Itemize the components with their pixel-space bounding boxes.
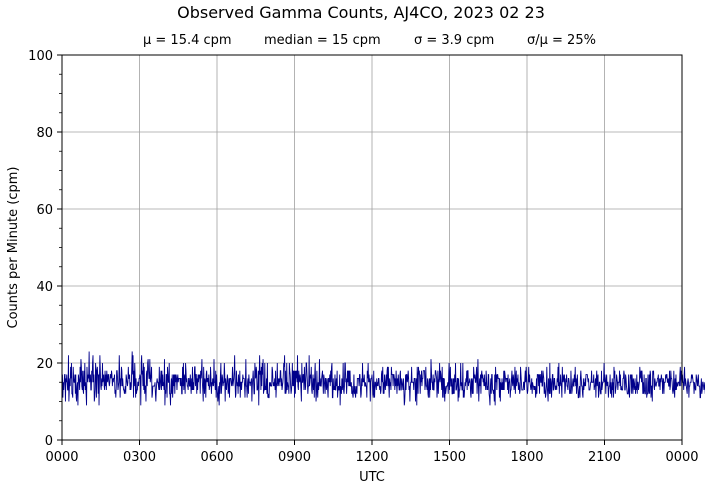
grid	[62, 55, 682, 440]
y-tick-label: 80	[36, 126, 53, 141]
y-tick-label: 20	[36, 357, 53, 372]
series-line	[61, 351, 705, 406]
chart-title: Observed Gamma Counts, AJ4CO, 2023 02 23	[177, 3, 545, 22]
x-tick-label: 1800	[510, 450, 543, 465]
x-tick-label: 0600	[200, 450, 233, 465]
x-tick-label: 0000	[45, 450, 78, 465]
stat-median: median = 15 cpm	[264, 33, 381, 48]
x-axis-label: UTC	[359, 470, 385, 485]
x-tick-label: 2100	[588, 450, 621, 465]
stat-mean: μ = 15.4 cpm	[143, 33, 232, 48]
x-tick-label: 0300	[123, 450, 156, 465]
y-tick-label: 100	[28, 49, 53, 64]
y-tick-label: 60	[36, 203, 53, 218]
stats-line: μ = 15.4 cpm median = 15 cpm σ = 3.9 cpm…	[143, 33, 596, 48]
y-tick-label: 0	[45, 434, 53, 449]
x-tick-label: 0900	[278, 450, 311, 465]
stat-sigma-ratio: σ/μ = 25%	[527, 33, 596, 48]
x-tick-label: 0000	[665, 450, 698, 465]
series-layer	[61, 351, 705, 406]
x-tick-label: 1500	[433, 450, 466, 465]
y-axis-label: Counts per Minute (cpm)	[6, 167, 21, 329]
y-tick-label: 40	[36, 280, 53, 295]
tick-layer: 0000 0300 0600 0900 1200 1500 1800 2100 00000204…	[28, 49, 698, 465]
stat-sigma: σ = 3.9 cpm	[414, 33, 494, 48]
x-tick-label: 1200	[355, 450, 388, 465]
